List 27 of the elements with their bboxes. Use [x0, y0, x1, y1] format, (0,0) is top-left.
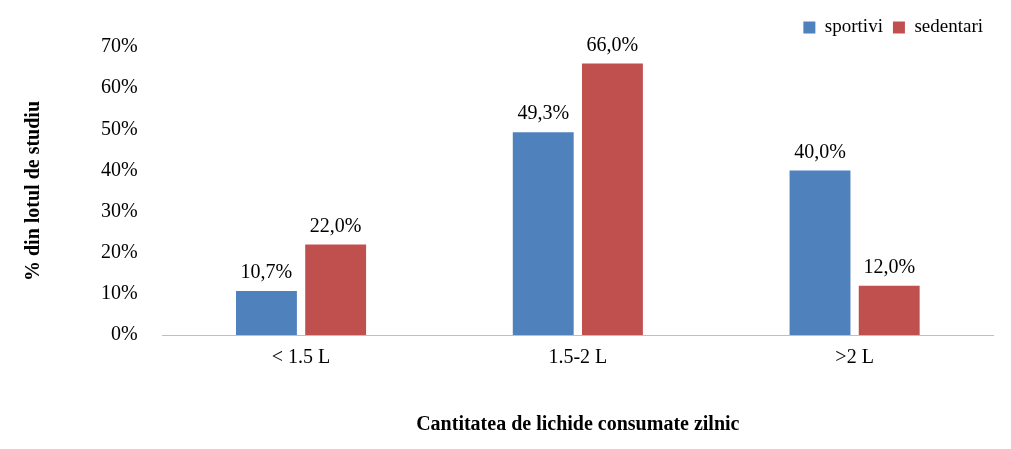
y-tick-label: 50% — [100, 116, 138, 139]
bar — [236, 290, 297, 335]
x-axis-title: Cantitatea de lichide consumate zilnic — [416, 412, 740, 435]
legend-label: sportivi — [824, 15, 883, 37]
y-tick-label: 20% — [100, 239, 138, 262]
data-label: 66,0% — [586, 32, 639, 55]
y-axis-title: % din lotul de studiu — [21, 100, 44, 282]
x-tick-label: < 1.5 L — [271, 345, 331, 368]
y-tick-label: 40% — [100, 157, 138, 180]
legend-label: sedentari — [914, 15, 983, 37]
y-tick-label: 70% — [100, 34, 138, 57]
bar — [581, 63, 643, 335]
data-label: 40,0% — [794, 139, 846, 162]
y-tick-label: 60% — [100, 75, 138, 98]
bar — [305, 244, 367, 335]
bar — [512, 132, 574, 335]
data-label: 22,0% — [309, 213, 362, 236]
y-tick-label: 0% — [110, 322, 138, 345]
x-tick-label: >2 L — [835, 345, 874, 368]
data-label: 49,3% — [517, 101, 570, 124]
y-tick-label: 10% — [100, 281, 138, 304]
y-tick-label: 30% — [100, 198, 138, 221]
bar — [789, 170, 851, 335]
x-tick-label: 1.5-2 L — [548, 345, 608, 368]
bar — [858, 285, 920, 335]
data-label: 12,0% — [863, 254, 916, 277]
data-label: 10,7% — [240, 260, 293, 283]
